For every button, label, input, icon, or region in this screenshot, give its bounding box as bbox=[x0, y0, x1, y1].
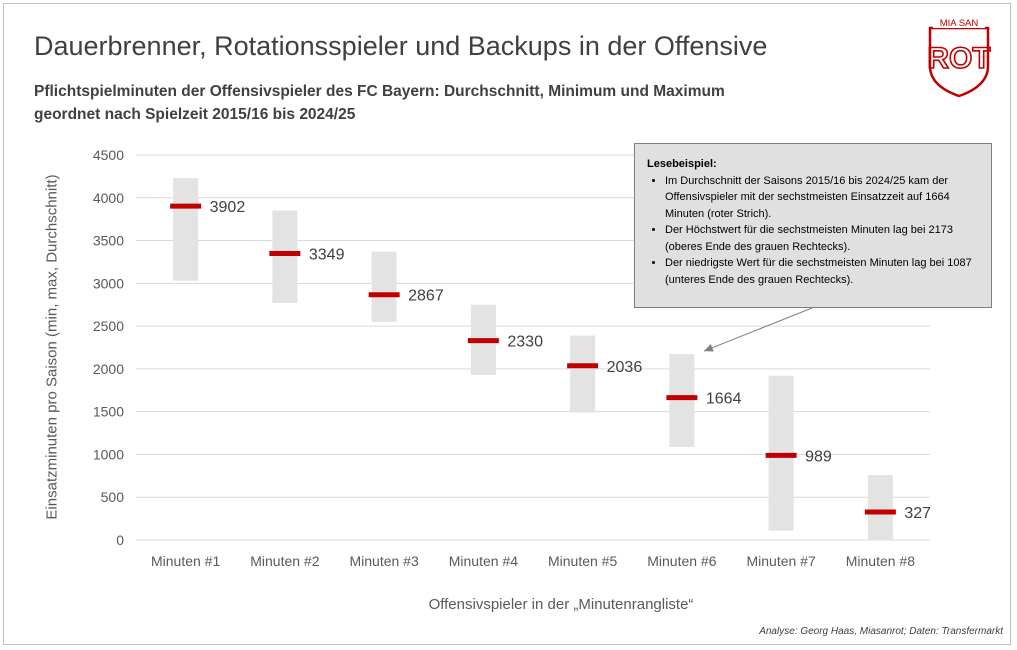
chart-title: Dauerbrenner, Rotationsspieler und Backu… bbox=[34, 31, 768, 61]
range-bar bbox=[272, 210, 298, 304]
chart-frame bbox=[3, 3, 1011, 645]
range-bar bbox=[570, 335, 596, 413]
range-bar bbox=[173, 178, 199, 281]
subtitle-line-1: Pflichtspielminuten der Offensivspieler … bbox=[34, 83, 725, 100]
x-tick-label: Minuten #7 bbox=[746, 553, 815, 569]
data-label: 2036 bbox=[607, 359, 643, 376]
data-label: 1664 bbox=[706, 391, 742, 408]
y-tick-label: 2000 bbox=[93, 361, 124, 377]
source-note: Analyse: Georg Haas, Miasanrot; Daten: T… bbox=[759, 626, 1003, 637]
x-tick-label: Minuten #6 bbox=[647, 553, 716, 569]
y-tick-label: 3000 bbox=[93, 275, 124, 291]
callout-list: Im Durchschnitt der Saisons 2015/16 bis … bbox=[647, 173, 983, 289]
x-tick-label: Minuten #2 bbox=[250, 553, 319, 569]
chart-subtitle: Pflichtspielminuten der Offensivspieler … bbox=[34, 80, 725, 126]
y-tick-label: 3500 bbox=[93, 233, 124, 249]
range-bar bbox=[669, 354, 695, 448]
x-tick-label: Minuten #1 bbox=[151, 553, 220, 569]
data-label: 2330 bbox=[507, 334, 543, 351]
data-label: 2867 bbox=[408, 288, 444, 305]
data-label: 3349 bbox=[309, 246, 345, 263]
data-label: 3902 bbox=[210, 199, 246, 216]
callout-arrow bbox=[703, 307, 813, 352]
y-tick-label: 500 bbox=[101, 489, 125, 505]
callout-bullet-1: Im Durchschnitt der Saisons 2015/16 bis … bbox=[665, 173, 983, 223]
data-label: 327 bbox=[904, 505, 931, 522]
range-bar bbox=[371, 251, 397, 322]
y-tick-label: 4000 bbox=[93, 190, 124, 206]
y-tick-label: 4500 bbox=[93, 147, 124, 163]
y-tick-label: 0 bbox=[116, 532, 124, 548]
reading-example-callout: Lesebeispiel: Im Durchschnitt der Saison… bbox=[634, 143, 992, 308]
callout-title: Lesebeispiel: bbox=[647, 158, 717, 170]
x-tick-label: Minuten #8 bbox=[846, 553, 915, 569]
logo-top-text: MIA SAN bbox=[940, 18, 979, 29]
x-axis-label: Offensivspieler in der „Minutenrangliste… bbox=[428, 596, 694, 613]
callout-bullet-3: Der niedrigste Wert für die sechstmeiste… bbox=[665, 255, 983, 288]
callout-bullet-2: Der Höchstwert für die sechstmeisten Min… bbox=[665, 222, 983, 255]
data-label: 989 bbox=[805, 448, 832, 465]
range-bar bbox=[867, 474, 893, 540]
y-tick-label: 1000 bbox=[93, 446, 124, 462]
x-tick-label: Minuten #5 bbox=[548, 553, 617, 569]
mia-san-rot-logo: MIA SAN ROT bbox=[927, 17, 991, 98]
y-axis-label: Einsatzminuten pro Saison (min, max, Dur… bbox=[43, 174, 61, 520]
x-tick-label: Minuten #3 bbox=[349, 553, 418, 569]
y-tick-label: 1500 bbox=[93, 404, 124, 420]
logo-main-text: ROT bbox=[927, 42, 990, 75]
y-tick-label: 2500 bbox=[93, 318, 124, 334]
callout-arrowhead bbox=[703, 344, 714, 352]
subtitle-line-2: geordnet nach Spielzeit 2015/16 bis 2024… bbox=[34, 106, 356, 123]
x-tick-label: Minuten #4 bbox=[449, 553, 518, 569]
